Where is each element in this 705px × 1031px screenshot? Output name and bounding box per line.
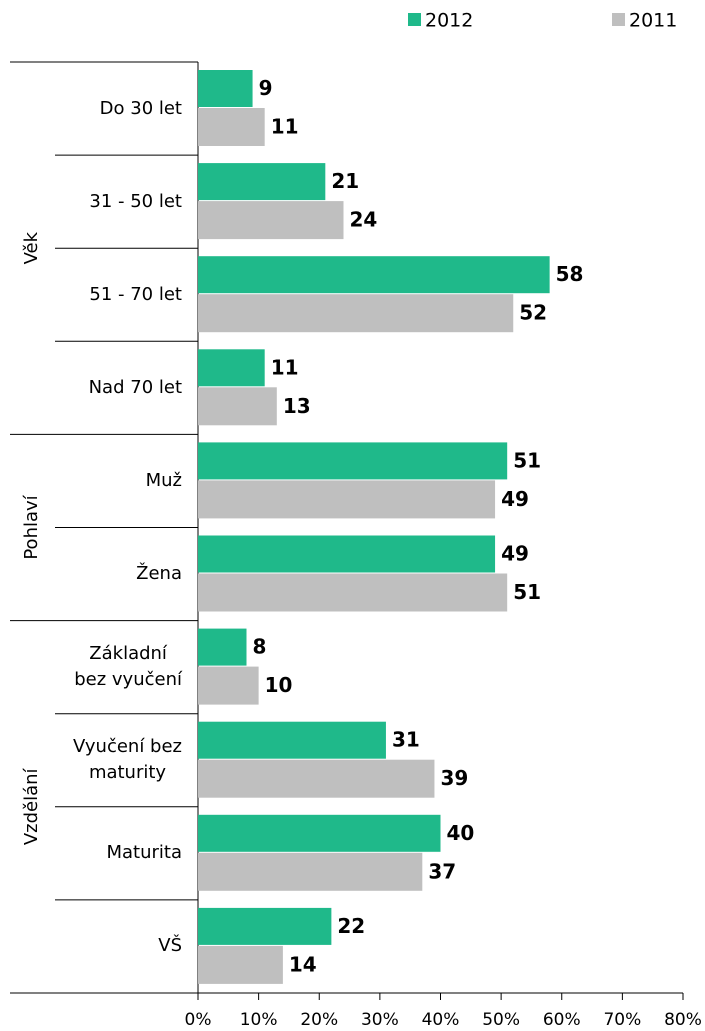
category-label: 31 - 50 let [89,190,182,212]
bar [198,573,508,612]
bar [198,480,496,519]
bar [198,387,277,426]
value-label: 39 [440,766,468,790]
category-label: Vyučení bez maturity [73,736,182,784]
bar [198,721,386,759]
value-label: 49 [501,542,529,566]
bar [198,535,496,573]
x-tick-label: 40% [422,1010,460,1030]
value-label: 49 [501,487,529,511]
x-tick-label: 80% [664,1010,702,1030]
x-tick-label: 60% [543,1010,581,1030]
category-label: Základní bez vyučení [74,643,182,691]
category-label: 51 - 70 let [89,283,182,305]
value-label: 24 [350,208,378,232]
value-label: 21 [331,169,359,193]
x-tick-label: 50% [482,1010,520,1030]
value-label: 14 [289,952,317,976]
value-label: 31 [392,728,420,752]
bar [198,70,253,107]
x-tick-label: 10% [240,1010,278,1030]
bar [198,814,441,852]
value-label: 11 [271,355,299,379]
bar [198,108,265,146]
group-label: Pohlaví [21,494,42,559]
bar [198,907,332,945]
bar [198,256,550,294]
value-label: 8 [253,635,267,659]
value-label: 58 [556,262,584,286]
value-label: 37 [428,859,456,883]
legend-label: 2011 [629,10,677,32]
bar [198,759,435,798]
category-label: Muž [145,469,182,491]
category-label: Nad 70 let [88,376,182,398]
group-label: Věk [21,231,42,264]
value-label: 51 [513,580,541,604]
legend-label: 2012 [425,10,473,32]
value-label: 11 [271,115,299,139]
bar [198,628,247,666]
value-label: 40 [447,821,475,845]
bar [198,349,265,387]
bar [198,666,259,705]
value-label: 51 [513,448,541,472]
category-label: Maturita [106,842,182,864]
category-label: Žena [136,563,182,585]
category-label: VŠ [158,935,182,957]
legend-swatch [408,13,421,26]
legend-swatch [612,13,625,26]
value-label: 13 [283,394,311,418]
x-tick-label: 20% [300,1010,338,1030]
value-label: 52 [519,301,547,325]
x-tick-label: 70% [603,1010,641,1030]
bar [198,294,514,333]
group-label: Vzdělání [21,767,42,845]
value-label: 10 [265,673,293,697]
bar [198,163,326,201]
bar [198,852,423,891]
x-tick-label: 30% [361,1010,399,1030]
bar [198,442,508,480]
bar [198,945,283,984]
category-label: Do 30 let [99,97,182,119]
value-label: 9 [259,76,273,100]
value-label: 22 [337,914,365,938]
x-tick-label: 0% [185,1010,212,1030]
bar [198,201,344,240]
